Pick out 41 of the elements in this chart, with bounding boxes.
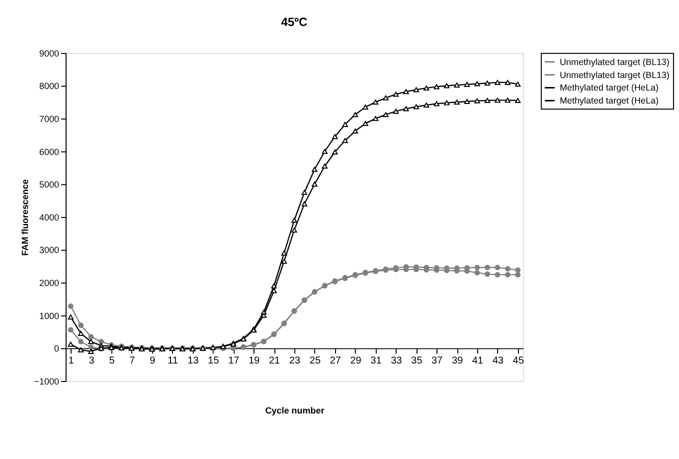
x-tick-label: 15 — [208, 356, 220, 367]
y-tick-label: 6000 — [39, 146, 60, 157]
y-tick-label: 2000 — [39, 278, 60, 288]
y-tick-label: 8000 — [39, 81, 60, 92]
x-tick-label: 25 — [310, 356, 322, 367]
legend-label: Unmethylated target (BL13) — [560, 70, 670, 80]
x-tick-label: 17 — [228, 356, 240, 367]
x-tick-label: 19 — [248, 356, 260, 367]
legend-label: Methylated target (HeLa) — [560, 82, 659, 93]
chart-title: 45ºC — [281, 15, 308, 30]
y-tick-label: 7000 — [39, 114, 60, 124]
x-tick-label: 41 — [472, 356, 484, 367]
y-tick-label: 3000 — [39, 245, 60, 256]
x-tick-label: 9 — [150, 356, 156, 367]
x-tick-label: 35 — [411, 356, 423, 367]
y-tick-label: 1000 — [39, 310, 60, 321]
x-tick-label: 7 — [129, 356, 136, 367]
x-tick-label: 31 — [370, 356, 382, 367]
y-tick-label: 9000 — [39, 48, 60, 58]
x-tick-label: 45 — [512, 356, 524, 367]
x-tick-label: 29 — [350, 356, 362, 367]
x-tick-label: 33 — [390, 356, 402, 367]
y-tick-label: 5000 — [39, 180, 60, 190]
x-tick-label: 27 — [330, 356, 342, 367]
x-axis-title: Cycle number — [265, 405, 325, 416]
x-tick-label: 3 — [88, 356, 95, 367]
legend-label: Methylated target (HeLa) — [560, 96, 659, 106]
y-tick-label: −1000 — [34, 376, 60, 386]
x-tick-label: 1 — [68, 356, 74, 367]
x-tick-label: 37 — [432, 356, 444, 367]
y-tick-label: 0 — [54, 344, 60, 354]
x-tick-label: 23 — [289, 356, 301, 367]
x-tick-label: 13 — [188, 356, 200, 367]
x-tick-label: 21 — [268, 356, 280, 367]
x-tick-label: 5 — [109, 356, 116, 367]
x-tick-label: 39 — [452, 356, 464, 367]
x-tick-label: 43 — [492, 356, 504, 367]
x-tick-label: 11 — [168, 356, 178, 367]
y-axis-title: FAM fluorescence — [20, 179, 30, 256]
y-tick-label: 4000 — [39, 212, 60, 222]
legend-label: Unmethylated target (BL13) — [560, 56, 670, 67]
